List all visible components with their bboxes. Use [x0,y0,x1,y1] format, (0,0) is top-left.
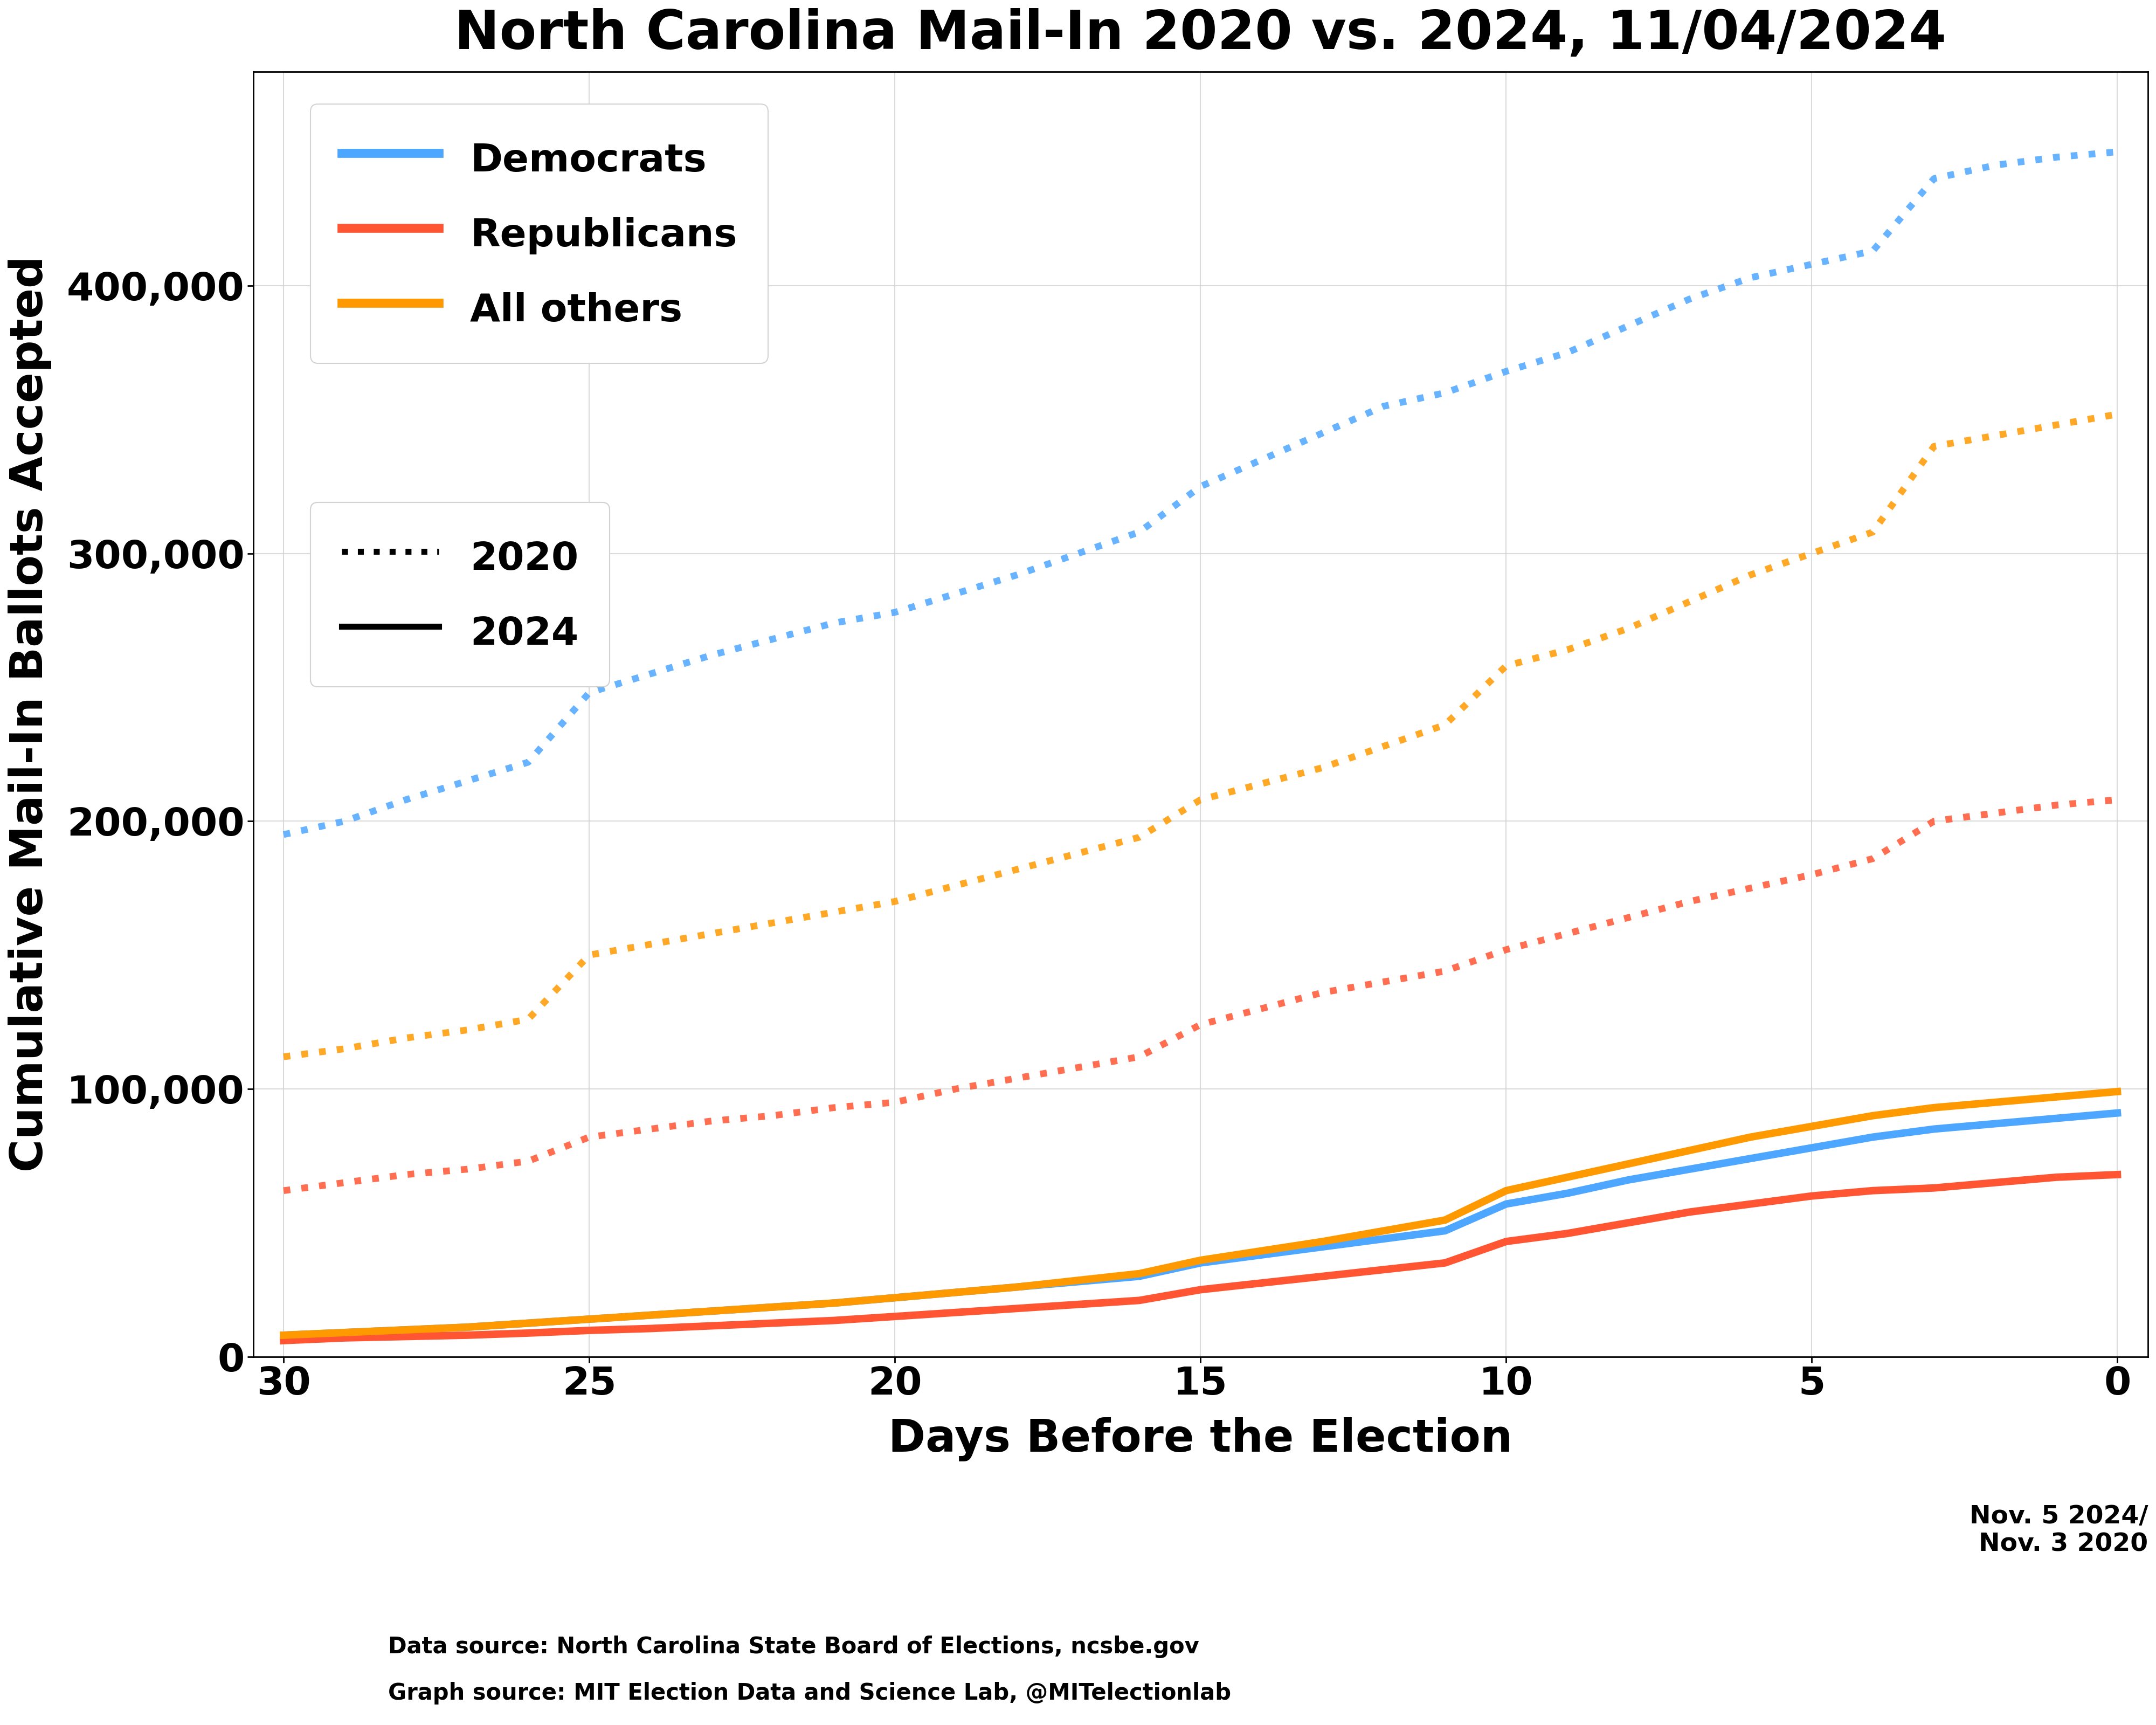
Y-axis label: Cumulative Mail-In Ballots Accepted: Cumulative Mail-In Ballots Accepted [9,255,52,1173]
Legend: 2020, 2024: 2020, 2024 [310,502,610,687]
X-axis label: Days Before the Election: Days Before the Election [888,1418,1514,1461]
Text: Data source: North Carolina State Board of Elections, ncsbe.gov: Data source: North Carolina State Board … [388,1635,1199,1658]
Title: North Carolina Mail-In 2020 vs. 2024, 11/04/2024: North Carolina Mail-In 2020 vs. 2024, 11… [455,9,1947,60]
Text: Nov. 5 2024/
Nov. 3 2020: Nov. 5 2024/ Nov. 3 2020 [1968,1504,2147,1556]
Text: Graph source: MIT Election Data and Science Lab, @MITelectionlab: Graph source: MIT Election Data and Scie… [388,1682,1231,1704]
